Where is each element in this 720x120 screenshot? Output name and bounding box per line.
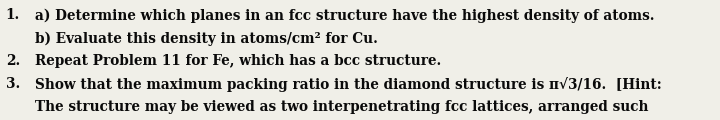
Text: 3.: 3. (6, 77, 20, 91)
Text: Show that the maximum packing ratio in the diamond structure is π√3/16.  [Hint:: Show that the maximum packing ratio in t… (35, 77, 661, 92)
Text: a) Determine which planes in an fcc structure have the highest density of atoms.: a) Determine which planes in an fcc stru… (35, 8, 654, 23)
Text: The structure may be viewed as two interpenetrating fcc lattices, arranged such: The structure may be viewed as two inter… (35, 100, 648, 114)
Text: Repeat Problem 11 for Fe, which has a bcc structure.: Repeat Problem 11 for Fe, which has a bc… (35, 54, 441, 68)
Text: 2.: 2. (6, 54, 20, 68)
Text: 1.: 1. (6, 8, 20, 22)
Text: b) Evaluate this density in atoms/cm² for Cu.: b) Evaluate this density in atoms/cm² fo… (35, 31, 377, 46)
